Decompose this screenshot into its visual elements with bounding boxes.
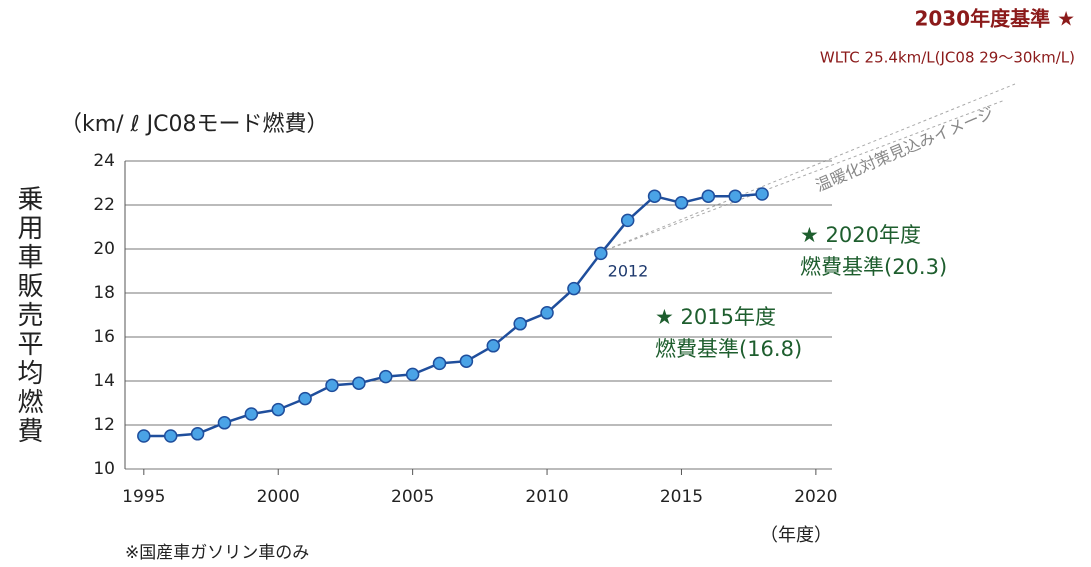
x-tick-label: 2020 <box>794 487 837 507</box>
data-point <box>513 317 527 331</box>
y-tick-label: 16 <box>93 327 115 347</box>
x-tick-label: 2010 <box>525 487 568 507</box>
data-point <box>674 196 689 210</box>
annotation: 燃費基準(20.3) <box>800 255 947 279</box>
y-tick-label: 24 <box>93 151 115 171</box>
data-point <box>325 378 339 393</box>
data-point <box>379 369 393 384</box>
data-point <box>190 427 205 441</box>
x-tick-label: 2000 <box>257 487 300 507</box>
annotation: 温暖化対策見込みイメージ <box>813 103 997 195</box>
annotation: ★ 2020年度 <box>800 223 921 247</box>
data-point <box>432 356 447 371</box>
data-point <box>298 391 312 406</box>
y-unit: （km/ ℓ JC08モード燃費） <box>60 112 329 137</box>
data-point <box>486 339 501 353</box>
data-point <box>755 187 769 201</box>
y-tick-label: 10 <box>93 459 115 479</box>
x-tick-label: 2005 <box>391 487 434 507</box>
annotation: 2030年度基準 ★ <box>914 7 1075 31</box>
data-point <box>244 407 259 421</box>
projection-line <box>600 83 1016 253</box>
y-tick-label: 14 <box>93 371 115 391</box>
y-tick-label: 12 <box>93 415 115 435</box>
y-tick-label: 20 <box>93 239 115 259</box>
y-label: 乗用車販売平均燃費 <box>13 185 43 446</box>
annotation: 燃費基準(16.8) <box>655 337 802 361</box>
data-point <box>163 429 178 443</box>
data-point <box>217 416 232 430</box>
x-tick-label: 1995 <box>122 487 165 507</box>
data-point <box>620 213 635 228</box>
data-point <box>352 376 366 390</box>
data-point <box>459 354 474 368</box>
annotation: 2012 <box>608 262 649 281</box>
data-point <box>567 281 581 296</box>
y-tick-label: 18 <box>93 283 115 303</box>
footnote: ※国産車ガソリン車のみ <box>125 543 309 563</box>
x-label: （年度） <box>760 525 832 546</box>
data-point <box>540 306 554 320</box>
annotation: WLTC 25.4km/L(JC08 29～30km/L) <box>820 49 1075 67</box>
annotation: ★ 2015年度 <box>655 305 776 329</box>
data-point <box>271 402 285 417</box>
y-tick-label: 22 <box>93 195 115 215</box>
x-tick-label: 2015 <box>660 487 703 507</box>
data-point <box>728 189 742 203</box>
data-point <box>594 246 608 261</box>
data-point <box>701 189 716 203</box>
data-point <box>647 189 662 203</box>
data-point <box>405 367 420 382</box>
data-point <box>137 429 151 443</box>
